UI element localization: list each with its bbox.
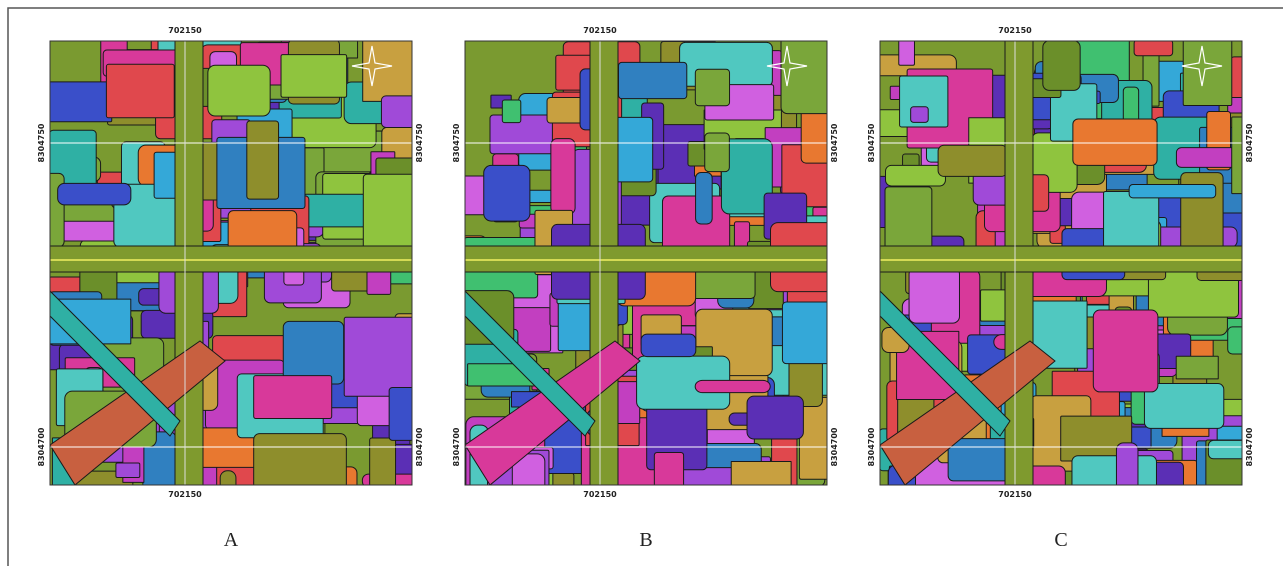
- segmentation-map: [871, 35, 1283, 537]
- segment: [1073, 119, 1157, 165]
- segment: [344, 317, 421, 396]
- segment: [938, 145, 1007, 176]
- y-coordinate-left: 8304700: [452, 427, 461, 466]
- segment: [705, 133, 730, 172]
- y-coordinate-right: 8304700: [1245, 427, 1254, 466]
- segment: [695, 69, 729, 105]
- x-coordinate-top: 702150: [168, 26, 202, 35]
- y-coordinate-left: 8304700: [37, 427, 46, 466]
- segment: [116, 463, 140, 478]
- segment: [512, 454, 545, 533]
- segment: [1104, 192, 1159, 250]
- segment: [1072, 456, 1157, 516]
- road: [880, 246, 1242, 272]
- segment: [886, 165, 946, 186]
- figure: 702150 702150 8304750 8304700 8304750 8304700…: [0, 0, 1283, 566]
- segment: [502, 100, 520, 123]
- segment: [363, 36, 433, 101]
- x-coordinate-bottom: 702150: [998, 490, 1032, 499]
- segment: [696, 173, 713, 224]
- segment: [695, 380, 770, 392]
- segment: [909, 268, 959, 324]
- segment: [618, 62, 686, 98]
- y-coordinate-left: 8304750: [867, 123, 876, 162]
- road: [465, 246, 827, 272]
- segment: [247, 121, 279, 199]
- x-coordinate-bottom: 702150: [583, 490, 617, 499]
- segment: [641, 334, 696, 356]
- y-coordinate-right: 8304700: [415, 427, 424, 466]
- segment: [1176, 356, 1218, 379]
- segment: [254, 434, 347, 513]
- segment: [1093, 310, 1158, 392]
- segment: [1228, 327, 1283, 354]
- y-coordinate-right: 8304750: [830, 123, 839, 162]
- panel-label: C: [1054, 529, 1067, 551]
- y-coordinate-right: 8304750: [1245, 123, 1254, 162]
- x-coordinate-top: 702150: [998, 26, 1032, 35]
- segment: [281, 55, 347, 98]
- segment: [106, 64, 174, 117]
- segment: [254, 376, 332, 419]
- segment: [48, 82, 112, 122]
- y-coordinate-left: 8304750: [452, 123, 461, 162]
- segmentation-map: [455, 35, 893, 534]
- segment: [899, 40, 915, 65]
- segment: [654, 452, 683, 534]
- segment: [220, 471, 236, 505]
- segment: [1129, 185, 1216, 198]
- segment: [283, 321, 343, 384]
- segment: [911, 107, 929, 123]
- segmentation-map: [42, 31, 477, 549]
- road: [50, 246, 412, 272]
- panel-label: A: [224, 529, 239, 551]
- segment: [1176, 148, 1270, 168]
- segment: [208, 65, 270, 116]
- segment: [1230, 57, 1264, 102]
- segment: [363, 174, 435, 252]
- segment: [731, 462, 791, 496]
- y-coordinate-right: 8304750: [415, 123, 424, 162]
- segment: [1116, 443, 1138, 524]
- segment: [782, 302, 852, 364]
- segment: [1183, 35, 1232, 105]
- y-coordinate-left: 8304700: [867, 427, 876, 466]
- y-coordinate-left: 8304750: [37, 123, 46, 162]
- y-coordinate-right: 8304700: [830, 427, 839, 466]
- segment: [799, 397, 893, 479]
- segment: [484, 165, 530, 221]
- segment: [58, 183, 131, 204]
- page: 702150 702150 8304750 8304700 8304750 8304700…: [0, 0, 1283, 566]
- segment: [551, 139, 575, 215]
- x-coordinate-top: 702150: [583, 26, 617, 35]
- segment: [1134, 40, 1173, 56]
- segment: [747, 396, 803, 439]
- panel-label: B: [639, 529, 652, 551]
- segment: [781, 35, 840, 113]
- x-coordinate-bottom: 702150: [168, 490, 202, 499]
- segment: [1043, 41, 1080, 91]
